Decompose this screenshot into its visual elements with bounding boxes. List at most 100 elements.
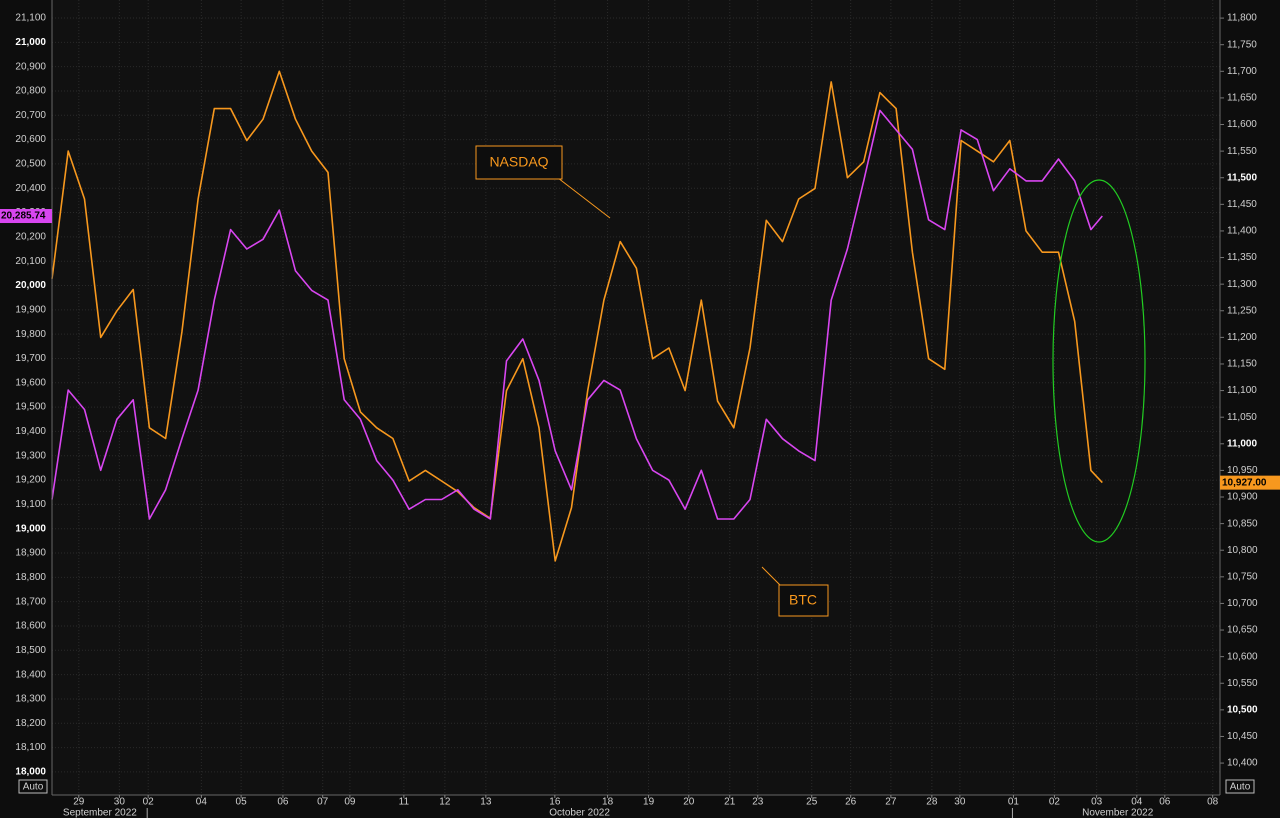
x-tick-label: 18: [602, 797, 614, 808]
x-tick-label: 04: [1131, 797, 1143, 808]
y-tick-label: 19,100: [15, 499, 46, 510]
y-tick-label: 20,100: [15, 256, 46, 267]
y2-tick-label: 11,100: [1227, 385, 1257, 396]
y2-tick-label: 10,600: [1227, 651, 1258, 662]
x-tick-label: 30: [114, 797, 126, 808]
annotation-box: [475, 145, 563, 180]
y2-tick-label: 10,400: [1227, 758, 1258, 769]
y-tick-label: 18,400: [15, 669, 46, 680]
y-tick-label: 21,000: [15, 37, 46, 48]
y-tick-label: 19,900: [15, 304, 46, 315]
y-tick-label: 20,000: [15, 280, 46, 291]
y-tick-label: 18,000: [15, 767, 46, 778]
y2-tick-label: 11,050: [1227, 412, 1257, 423]
x-tick-label: 02: [1049, 797, 1061, 808]
x-tick-label: 16: [549, 797, 561, 808]
x-tick-label: 26: [845, 797, 857, 808]
y-tick-label: 20,700: [15, 110, 46, 121]
x-tick-label: 03: [1091, 797, 1103, 808]
x-tick-label: 23: [752, 797, 764, 808]
y2-tick-label: 11,000: [1227, 438, 1257, 449]
x-tick-label: 06: [277, 797, 289, 808]
annotation-leader: [557, 177, 611, 219]
plot-area: [52, 0, 1220, 795]
last-value-label: 10,927.00: [1222, 477, 1267, 488]
y2-tick-label: 10,550: [1227, 678, 1258, 689]
y-tick-label: 19,200: [15, 475, 46, 486]
y2-tick-label: 10,900: [1227, 492, 1258, 503]
x-tick-label: 06: [1159, 797, 1171, 808]
y-tick-label: 19,500: [15, 402, 46, 413]
x-tick-label: 28: [926, 797, 938, 808]
x-tick-label: 11: [399, 797, 410, 808]
x-tick-label: 20: [683, 797, 695, 808]
y-tick-label: 20,500: [15, 159, 46, 170]
y-tick-label: 18,300: [15, 694, 46, 705]
y2-tick-label: 11,600: [1227, 119, 1257, 130]
x-tick-label: 12: [439, 797, 451, 808]
y-tick-label: 18,500: [15, 645, 46, 656]
x-tick-label: 09: [344, 797, 356, 808]
last-value-label: 20,285.74: [1, 211, 46, 222]
last-value-tag: [0, 209, 52, 224]
y2-tick-label: 11,750: [1227, 39, 1257, 50]
y-tick-label: 21,100: [15, 13, 46, 24]
x-tick-label: 30: [954, 797, 966, 808]
y2-tick-label: 11,250: [1227, 305, 1257, 316]
x-tick-label: 07: [317, 797, 329, 808]
month-label: October 2022: [549, 808, 610, 818]
y2-tick-label: 11,800: [1227, 13, 1257, 24]
y2-tick-label: 10,650: [1227, 625, 1258, 636]
y-tick-label: 18,200: [15, 718, 46, 729]
y-tick-label: 20,400: [15, 183, 46, 194]
y2-tick-label: 11,350: [1227, 252, 1257, 263]
x-tick-label: 08: [1207, 797, 1219, 808]
y2-tick-label: 11,300: [1227, 279, 1257, 290]
grid: [52, 0, 1220, 795]
month-label: September 2022: [63, 808, 137, 818]
y-tick-label: 20,600: [15, 134, 46, 145]
lines: [51, 70, 1103, 562]
y-tick-label: 18,800: [15, 572, 46, 583]
y-tick-label: 20,200: [15, 232, 46, 243]
x-tick-label: 04: [196, 797, 208, 808]
annotation-label: BTC: [789, 592, 817, 608]
y2-tick-label: 10,700: [1227, 598, 1258, 609]
y2-tick-label: 11,650: [1227, 93, 1257, 104]
y2-tick-label: 11,450: [1227, 199, 1257, 210]
scale-mode-box[interactable]: [18, 779, 48, 794]
y-tick-label: 20,900: [15, 61, 46, 72]
y-tick-label: 19,600: [15, 377, 46, 388]
y2-tick-label: 11,150: [1227, 359, 1257, 370]
x-tick-label: 29: [73, 797, 85, 808]
y-tick-label: 19,000: [15, 523, 46, 534]
scale-mode-label[interactable]: Auto: [23, 782, 44, 793]
scale-mode-box[interactable]: [1225, 779, 1255, 794]
y2-tick-label: 11,200: [1227, 332, 1257, 343]
y-tick-label: 19,700: [15, 353, 46, 364]
x-tick-label: 25: [806, 797, 818, 808]
y-tick-label: 20,800: [15, 86, 46, 97]
series-line: [51, 109, 1103, 520]
highlight-ellipse: [1052, 179, 1146, 543]
x-tick-label: 19: [643, 797, 655, 808]
annotation-leader: [761, 566, 783, 588]
x-tick-label: 05: [236, 797, 248, 808]
y-tick-label: 19,400: [15, 426, 46, 437]
y-tick-label: 18,900: [15, 548, 46, 559]
y2-tick-label: 10,500: [1227, 705, 1258, 716]
y2-tick-label: 10,800: [1227, 545, 1258, 556]
x-tick-label: 27: [885, 797, 897, 808]
x-tick-label: 02: [143, 797, 155, 808]
y2-tick-label: 10,850: [1227, 518, 1258, 529]
y-tick-label: 19,300: [15, 450, 46, 461]
y-tick-label: 18,700: [15, 596, 46, 607]
x-tick-label: 21: [724, 797, 736, 808]
annotation-box: [778, 584, 829, 617]
scale-mode-label[interactable]: Auto: [1230, 782, 1251, 793]
y-tick-label: 19,800: [15, 329, 46, 340]
y2-tick-label: 10,450: [1227, 731, 1258, 742]
last-value-tag: [1220, 475, 1280, 490]
